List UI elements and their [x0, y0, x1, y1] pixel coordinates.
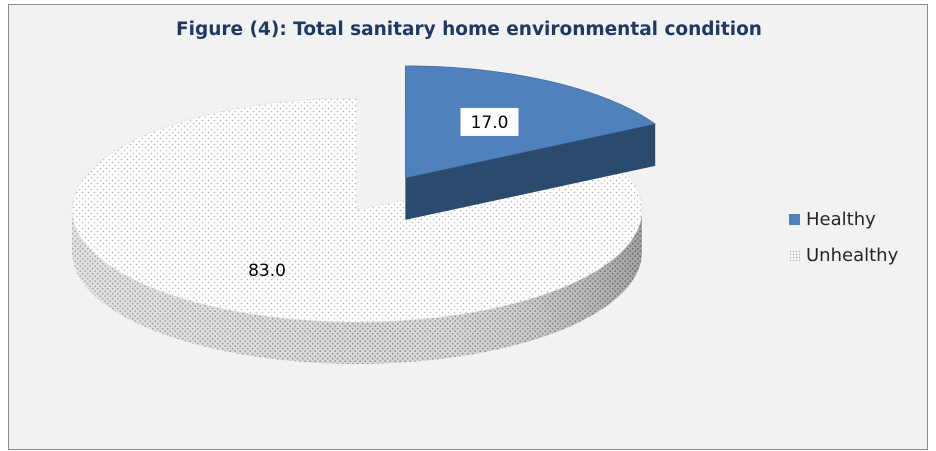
- data-label-healthy: 17.0: [460, 107, 519, 136]
- chart-area: Figure (4): Total sanitary home environm…: [8, 4, 928, 450]
- legend-item-unhealthy: Unhealthy: [789, 237, 898, 273]
- pie-slice-unhealthy-top: [71, 97, 643, 323]
- pie-chart: 17.0 83.0: [71, 65, 656, 364]
- legend-label-unhealthy: Unhealthy: [806, 244, 899, 266]
- legend-swatch-healthy: [789, 213, 800, 225]
- data-label-text-unhealthy: 83.0: [248, 261, 286, 281]
- data-label-box-healthy: [460, 107, 519, 136]
- legend: Healthy Unhealthy: [789, 201, 898, 273]
- legend-swatch-unhealthy: [789, 249, 800, 261]
- legend-label-healthy: Healthy: [806, 208, 876, 230]
- data-label-text-healthy: 17.0: [471, 113, 509, 133]
- pie-slice-healthy-top: [405, 65, 656, 179]
- legend-item-healthy: Healthy: [789, 201, 898, 237]
- pie-slice-unhealthy-wall-shade: [72, 210, 642, 364]
- pie-slice-unhealthy: [71, 97, 643, 364]
- pie-slice-healthy-cut-face: [405, 123, 656, 220]
- data-label-unhealthy: 83.0: [248, 261, 286, 281]
- pie-slice-healthy: [405, 65, 656, 220]
- chart-title: Figure (4): Total sanitary home environm…: [176, 19, 762, 40]
